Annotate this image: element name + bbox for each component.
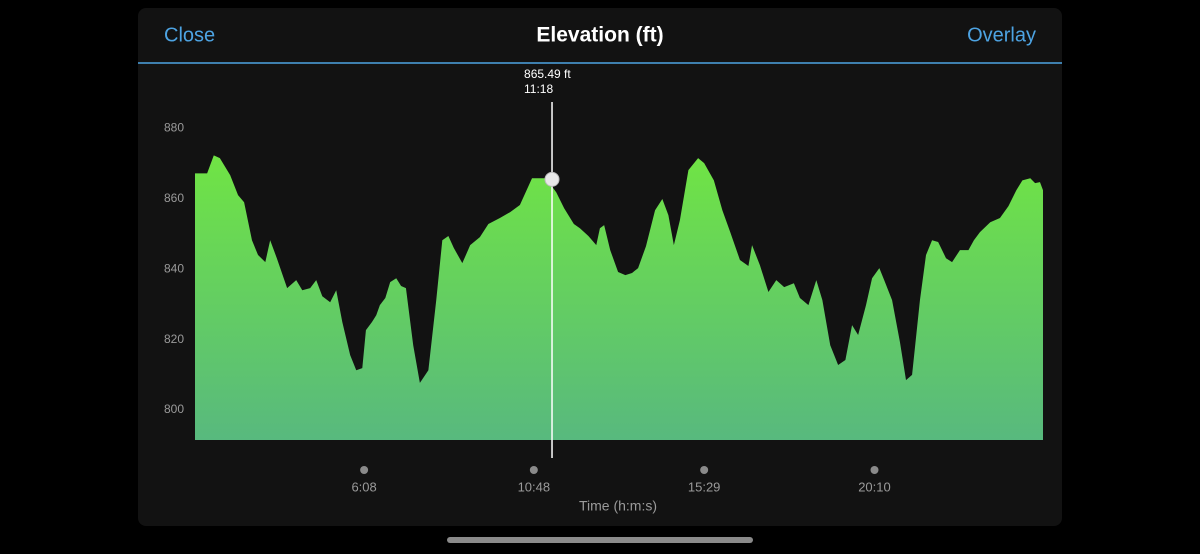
- close-button[interactable]: Close: [164, 24, 215, 46]
- y-tick-label: 880: [164, 120, 184, 134]
- x-tick-mark: [529, 466, 538, 474]
- x-tick-mark: [870, 466, 879, 474]
- y-tick-label: 820: [164, 332, 184, 346]
- cursor-value: 865.49 ft: [524, 67, 571, 81]
- x-tick-label: 6:08: [351, 479, 376, 494]
- cursor-point: [544, 171, 560, 187]
- x-tick-mark: [360, 466, 369, 474]
- x-tick-mark: [700, 466, 709, 474]
- y-tick-label: 800: [164, 402, 184, 416]
- title: Elevation (ft): [536, 24, 663, 47]
- x-axis-label: Time (h:m:s): [579, 498, 657, 514]
- elevation-area: [195, 155, 1043, 440]
- cursor-time: 11:18: [524, 82, 553, 96]
- y-tick-label: 860: [164, 191, 184, 205]
- x-tick-label: 15:29: [688, 479, 721, 494]
- overlay-button[interactable]: Overlay: [967, 24, 1036, 46]
- x-tick-label: 10:48: [518, 479, 551, 494]
- x-tick-label: 20:10: [858, 479, 891, 494]
- home-indicator: [447, 537, 753, 543]
- y-tick-label: 840: [164, 261, 184, 275]
